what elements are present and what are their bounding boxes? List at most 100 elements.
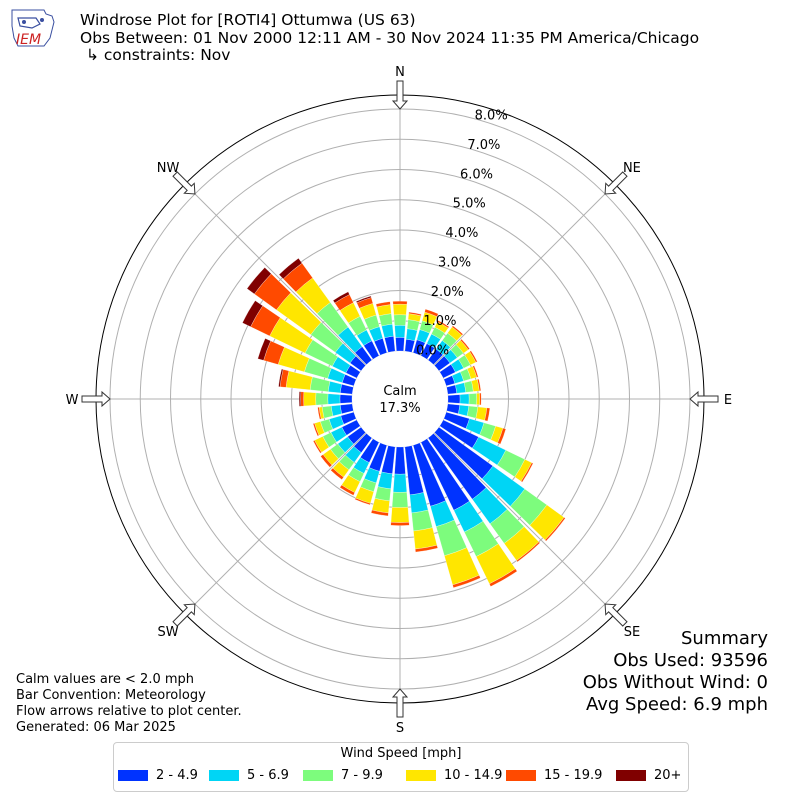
flow-arrow-shape xyxy=(391,80,409,110)
windrose-bar-segment xyxy=(476,392,480,406)
windrose-bar-segment xyxy=(315,392,329,406)
windrose-bar-segment xyxy=(242,300,263,327)
windrose-bar-segment xyxy=(520,462,534,483)
legend-item: 15 - 19.9 xyxy=(506,768,602,783)
legend-title: Wind Speed [mph] xyxy=(340,746,462,761)
flow-arrow xyxy=(172,171,196,195)
grid-spoke xyxy=(184,432,367,615)
grid-spoke xyxy=(184,183,367,366)
windrose-bar-segment xyxy=(390,507,410,523)
windrose-bar-segment xyxy=(278,368,284,387)
summary-obs-without-wind: Obs Without Wind: 0 xyxy=(582,672,768,693)
windrose-bar-segment xyxy=(285,370,313,391)
radial-tick-label: 1.0% xyxy=(423,314,456,329)
calm-circle xyxy=(352,351,448,447)
windrose-bar-segment xyxy=(392,300,408,305)
calm-label: Calm xyxy=(383,384,416,399)
flow-arrow xyxy=(604,603,628,627)
windrose-bar-segment xyxy=(393,473,407,493)
legend-swatch xyxy=(616,770,646,781)
legend-item: 2 - 4.9 xyxy=(118,768,198,783)
radial-tick-label: 5.0% xyxy=(453,197,486,212)
windrose-bar-segment xyxy=(381,323,394,338)
windrose-bar-segment xyxy=(370,509,389,517)
svg-text:IEM: IEM xyxy=(16,32,41,48)
chart-title: Windrose Plot for [ROTI4] Ottumwa (US 63… xyxy=(80,11,416,29)
windrose-bar-segment xyxy=(451,325,464,336)
radial-tick-label: 7.0% xyxy=(467,138,500,153)
flow-arrow xyxy=(689,390,719,408)
windrose-bar-segment xyxy=(484,407,491,422)
compass-label: NE xyxy=(623,161,641,176)
windrose-bar-segment xyxy=(405,328,418,341)
windrose-bar-segment xyxy=(411,509,433,532)
legend-swatch xyxy=(209,770,239,781)
radial-tick-label: 3.0% xyxy=(438,255,471,270)
windrose-bar-segment xyxy=(447,394,461,404)
legend-swatch xyxy=(118,770,148,781)
windrose-bar-segment xyxy=(391,491,409,508)
windrose-bar-segment xyxy=(340,384,354,395)
flow-arrow xyxy=(391,80,409,110)
windrose-bar-segment xyxy=(394,446,406,475)
radial-tick-label: 0.0% xyxy=(416,343,449,358)
windrose-bar-segment xyxy=(477,378,482,392)
windrose-bar-segment xyxy=(395,337,405,352)
notes-block: Calm values are < 2.0 mph Bar Convention… xyxy=(16,672,242,736)
windrose-bar-segment xyxy=(409,492,429,514)
windrose-bar-segment xyxy=(330,467,344,480)
radial-tick-label: 4.0% xyxy=(445,226,478,241)
windrose-bar-segment xyxy=(404,339,415,353)
windrose-bar-segment xyxy=(437,320,450,329)
chart-subtitle: Obs Between: 01 Nov 2000 12:11 AM - 30 N… xyxy=(80,29,700,47)
compass-label: SE xyxy=(624,625,640,640)
legend-item: 20+ xyxy=(616,768,681,783)
legend-label: 5 - 6.9 xyxy=(247,768,289,783)
flow-arrow-shape xyxy=(604,171,628,195)
summary-avg-speed: Avg Speed: 6.9 mph xyxy=(586,694,768,715)
legend-item: 5 - 6.9 xyxy=(209,768,289,783)
windrose-bar-segment xyxy=(394,325,406,338)
windrose-bar-segment xyxy=(327,393,341,405)
windrose-bar-segment xyxy=(355,295,372,303)
windrose-bar-segment xyxy=(303,391,317,407)
flow-arrow xyxy=(604,171,628,195)
windrose-bar-segment xyxy=(278,258,303,280)
windrose-bar-segment xyxy=(489,568,518,587)
flow-arrow-shape xyxy=(172,171,196,195)
windrose-bar-segment xyxy=(544,517,566,542)
constraints-label: ↳ constraints: Nov xyxy=(86,46,231,64)
flow-arrow-shape xyxy=(604,603,628,627)
grid-spoke xyxy=(433,183,616,366)
flow-arrows-note: Flow arrows relative to plot center. xyxy=(16,704,242,719)
windrose-bar-segment xyxy=(313,440,322,454)
windrose-bar-segment xyxy=(300,391,305,407)
compass-label: SW xyxy=(158,625,179,640)
windrose-bar-segment xyxy=(460,338,470,350)
legend-label: 7 - 9.9 xyxy=(341,768,383,783)
compass-label: W xyxy=(66,393,79,408)
legend-swatch xyxy=(406,770,436,781)
flow-arrow-shape xyxy=(172,603,196,627)
summary-block: Summary Obs Used: 93596 Obs Without Wind… xyxy=(583,628,768,716)
windrose-bar-segment xyxy=(458,404,469,417)
windrose-bar-segment xyxy=(339,394,353,404)
windrose-bar-segment xyxy=(340,403,354,414)
radial-tick-label: 2.0% xyxy=(431,285,464,300)
flow-arrow xyxy=(391,688,409,718)
windrose-bar-segment xyxy=(424,308,439,317)
legend-label: 2 - 4.9 xyxy=(156,768,198,783)
windrose-bar-segment xyxy=(446,384,457,395)
flow-arrow-shape xyxy=(391,688,409,718)
generated-date: Generated: 06 Mar 2025 xyxy=(16,720,176,735)
bar-convention-note: Bar Convention: Meteorology xyxy=(16,688,206,703)
iem-logo: IEM xyxy=(11,9,55,48)
windrose-bar-segment xyxy=(317,407,322,420)
flow-arrow-shape xyxy=(689,390,719,408)
windrose-bar-segment xyxy=(392,303,408,316)
legend-swatch xyxy=(303,770,333,781)
flow-arrow xyxy=(172,603,196,627)
windrose-bar-segment xyxy=(472,365,479,378)
windrose-bar-segment xyxy=(332,291,350,304)
